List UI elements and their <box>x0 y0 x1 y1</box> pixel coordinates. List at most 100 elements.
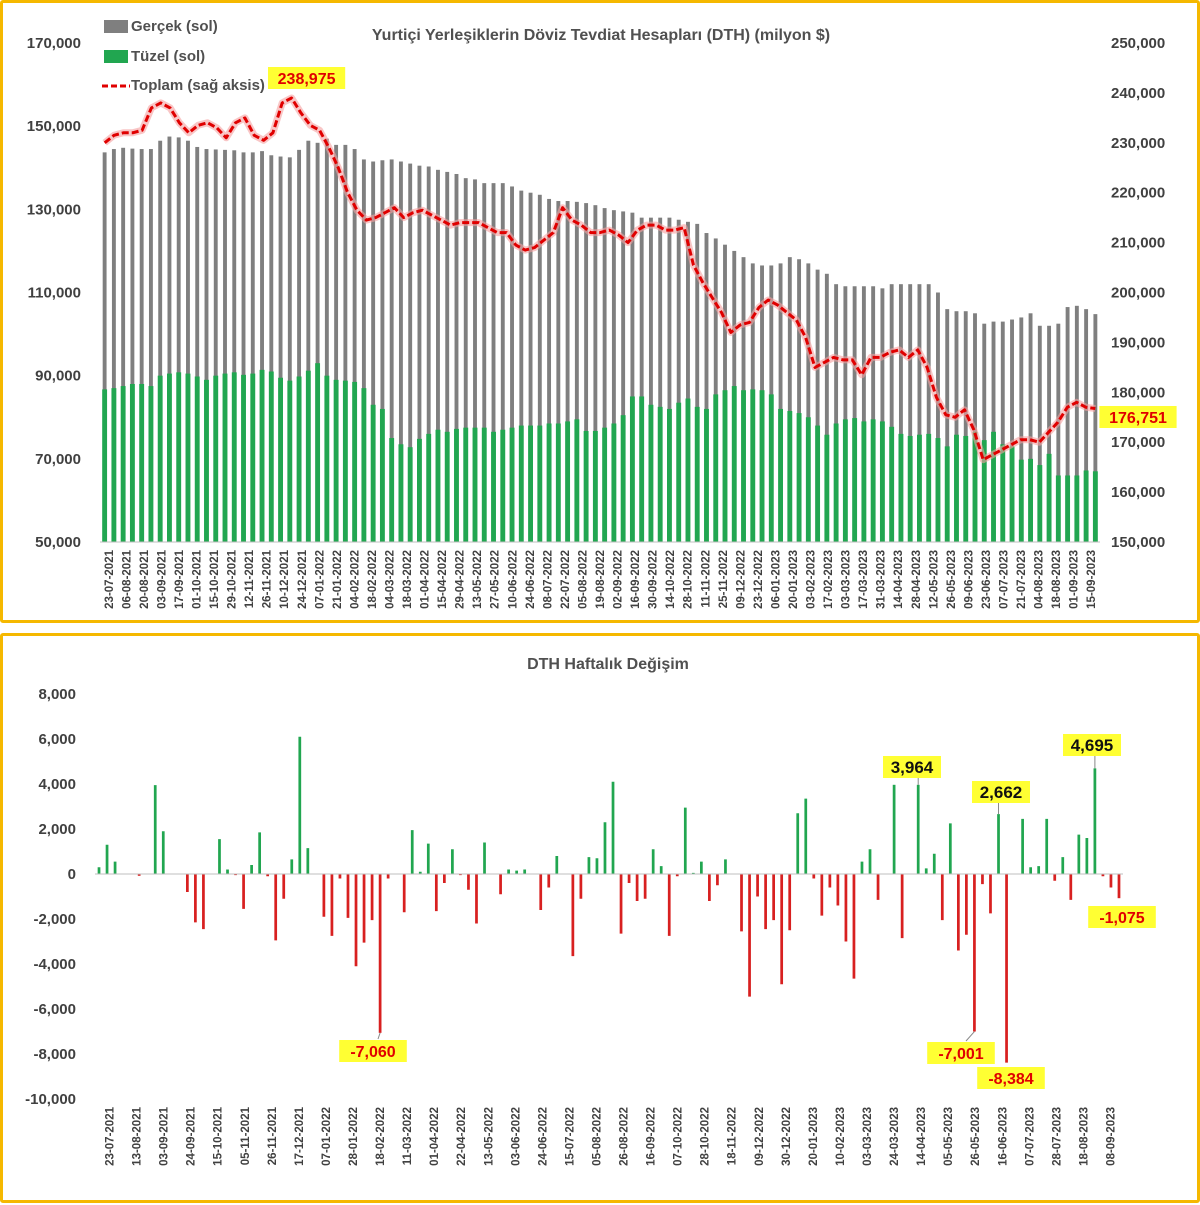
tuzel-bar <box>917 434 922 542</box>
x-tick-label: 14-04-2023 <box>893 550 905 609</box>
x-tick-label: 21-01-2022 <box>332 550 344 609</box>
x-tick-label: 29-04-2022 <box>455 550 467 609</box>
tuzel-bar <box>750 389 756 542</box>
tuzel-bar <box>935 438 941 542</box>
gercek-bar <box>815 269 820 542</box>
x-tick-label: 28-10-2022 <box>700 1107 712 1166</box>
negative-bar <box>539 874 543 910</box>
dth-level-panel: Yurtiçi Yerleşiklerin Döviz Tevdiat Hesa… <box>0 0 1200 623</box>
callout-2662-bg <box>972 781 1030 803</box>
gercek-bar <box>241 152 246 542</box>
gercek-bar <box>834 284 839 542</box>
y-tick-label: 0 <box>68 866 76 883</box>
negative-bar <box>137 874 141 876</box>
x-tick-label: 13-05-2022 <box>483 1107 495 1166</box>
tuzel-bar <box>472 427 478 542</box>
gercek-bar <box>593 205 598 543</box>
gercek-bar <box>843 286 848 542</box>
gercek-bar <box>1028 313 1033 542</box>
x-tick-label: 23-07-2021 <box>105 1106 117 1165</box>
legend-swatch <box>104 50 128 63</box>
gercek-bar <box>260 151 264 542</box>
gercek-bar <box>463 178 468 543</box>
x-tick-label: 27-05-2022 <box>490 550 502 609</box>
gercek-bar <box>686 221 690 542</box>
tuzel-bar <box>518 425 524 542</box>
negative-bar <box>772 874 776 921</box>
tuzel-bar <box>870 419 876 542</box>
x-tick-label: 12-05-2023 <box>928 550 940 609</box>
tuzel-bar <box>787 411 793 542</box>
positive-bar <box>724 859 727 874</box>
positive-bar <box>1021 818 1024 874</box>
negative-bar <box>386 874 390 879</box>
positive-bar <box>507 869 510 874</box>
positive-bar <box>892 784 896 874</box>
toplam-line <box>103 96 1096 462</box>
tuzel-bar <box>1074 475 1080 542</box>
tuzel-bar <box>722 390 728 542</box>
negative-bar <box>748 874 751 997</box>
tuzel-bar <box>398 444 404 542</box>
x-tick-label: 07-07-2023 <box>1024 1107 1036 1166</box>
tuzel-bar <box>1037 465 1043 542</box>
positive-bar <box>804 798 808 874</box>
gercek-bar <box>1074 305 1079 542</box>
positive-bar <box>595 858 599 874</box>
positive-bar <box>611 781 615 874</box>
gercek-bar <box>667 217 672 542</box>
negative-bar <box>571 874 575 957</box>
x-tick-label: 28-10-2022 <box>683 550 695 609</box>
x-tick-label: 18-08-2023 <box>1051 550 1063 609</box>
x-tick-label: 23-12-2022 <box>753 550 765 609</box>
negative-bar <box>820 874 824 916</box>
tuzel-bar <box>1009 446 1015 542</box>
callout-4695: 4,695 <box>1071 736 1114 755</box>
legend-label: Tüzel (sol) <box>131 48 205 65</box>
tuzel-bar <box>676 402 682 542</box>
legend-label: Gerçek (sol) <box>131 18 218 35</box>
positive-bar <box>683 807 687 874</box>
x-tick-label: 17-09-2021 <box>174 549 186 608</box>
negative-bar <box>852 874 856 979</box>
tuzel-bar <box>602 427 608 542</box>
tuzel-bar <box>120 386 126 542</box>
negative-bar <box>667 874 671 936</box>
gercek-bar <box>204 149 209 542</box>
x-tick-label: 30-09-2022 <box>648 550 660 609</box>
tuzel-bar <box>342 380 348 542</box>
x-tick-label: 03-02-2023 <box>806 550 818 609</box>
gercek-bar <box>334 144 339 543</box>
gercek-bar <box>167 136 172 542</box>
tuzel-bar <box>648 404 654 542</box>
x-tick-label: 04-08-2023 <box>1034 550 1046 609</box>
tuzel-bar <box>528 425 533 542</box>
gercek-bar <box>186 140 190 543</box>
negative-bar <box>330 874 334 936</box>
tuzel-bar <box>444 431 450 542</box>
x-tick-label: 26-05-2023 <box>970 1107 982 1166</box>
x-tick-label: 03-03-2023 <box>841 550 853 609</box>
x-tick-label: 20-01-2023 <box>808 1107 820 1166</box>
gercek-bar <box>806 263 811 542</box>
gercek-bar <box>352 149 357 542</box>
x-tick-label: 24-09-2021 <box>186 1106 198 1165</box>
negative-bar <box>402 874 406 913</box>
positive-bar <box>916 784 920 874</box>
x-tick-label: 23-06-2023 <box>981 550 993 609</box>
gercek-bar <box>250 152 255 542</box>
x-tick-label: 03-06-2022 <box>510 1107 522 1166</box>
tuzel-bar <box>981 440 987 542</box>
tuzel-bar <box>361 388 367 542</box>
negative-bar <box>1005 874 1008 1063</box>
x-tick-label: 18-02-2022 <box>375 1107 387 1166</box>
tuzel-bar <box>759 390 765 542</box>
y-tick-label: -6,000 <box>33 1001 76 1018</box>
callout-last-change: -1,075 <box>1099 910 1144 927</box>
negative-bar <box>442 874 446 883</box>
positive-bar <box>555 856 559 874</box>
x-tick-label: 29-10-2021 <box>227 549 239 608</box>
negative-bar <box>627 874 631 883</box>
negative-bar <box>282 874 286 899</box>
